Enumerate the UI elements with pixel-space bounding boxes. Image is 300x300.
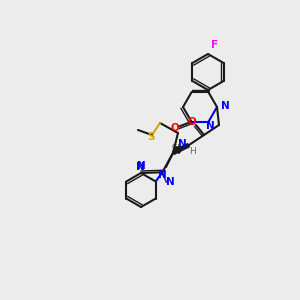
Text: N: N xyxy=(221,101,230,111)
Text: (S): (S) xyxy=(172,144,180,149)
Text: O: O xyxy=(170,123,179,133)
Text: N: N xyxy=(158,169,167,179)
Text: N: N xyxy=(178,139,187,149)
Text: S: S xyxy=(147,132,155,142)
Text: O: O xyxy=(188,117,196,127)
Text: N: N xyxy=(136,161,146,171)
Text: F: F xyxy=(211,40,218,50)
Text: N: N xyxy=(167,177,175,187)
Text: N: N xyxy=(206,121,215,131)
Text: H: H xyxy=(189,146,195,155)
Text: N: N xyxy=(136,162,144,172)
